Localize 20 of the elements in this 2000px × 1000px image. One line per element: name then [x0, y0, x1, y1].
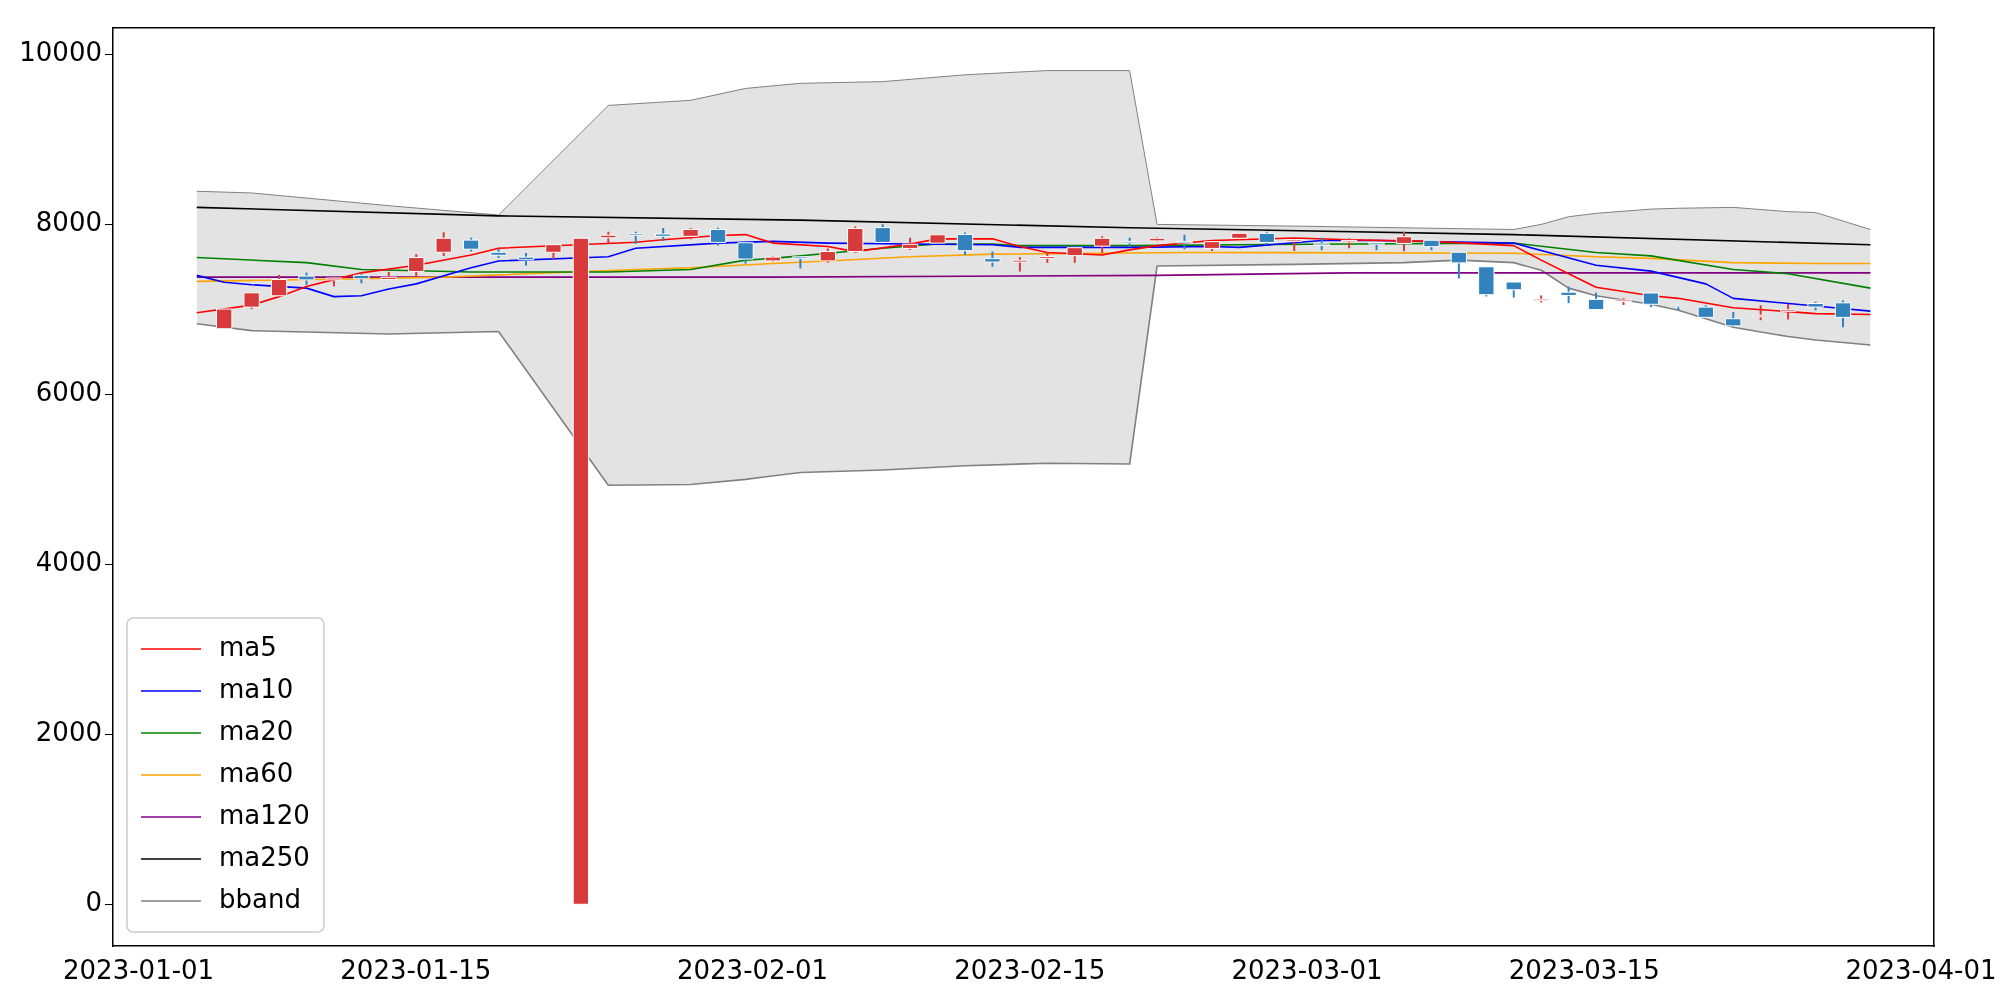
x-tick-label: 2023-01-15 [340, 955, 492, 986]
x-tick-label: 2023-02-01 [676, 955, 829, 986]
y-tick-label: 8000 [35, 207, 102, 238]
x-tick-label: 2023-04-01 [1845, 955, 1997, 986]
y-tick-label: 2000 [35, 717, 102, 748]
legend-label: ma5 [219, 631, 277, 662]
y-tick-label: 0 [85, 887, 102, 918]
legend-label: ma60 [219, 757, 294, 788]
legend-label: ma120 [219, 799, 310, 830]
y-tick-label: 4000 [35, 547, 102, 578]
x-tick-label: 2023-03-15 [1508, 955, 1660, 986]
y-tick-label: 10000 [19, 37, 102, 68]
legend-label: ma10 [219, 673, 294, 704]
legend-label: ma250 [219, 841, 310, 872]
legend-label: ma20 [219, 715, 294, 746]
x-tick-label: 2023-01-01 [63, 955, 215, 986]
x-tick-label: 2023-03-01 [1231, 955, 1383, 986]
legend-label: bband [219, 883, 301, 914]
x-tick-label: 2023-02-15 [954, 955, 1106, 986]
y-tick-label: 6000 [35, 377, 102, 408]
